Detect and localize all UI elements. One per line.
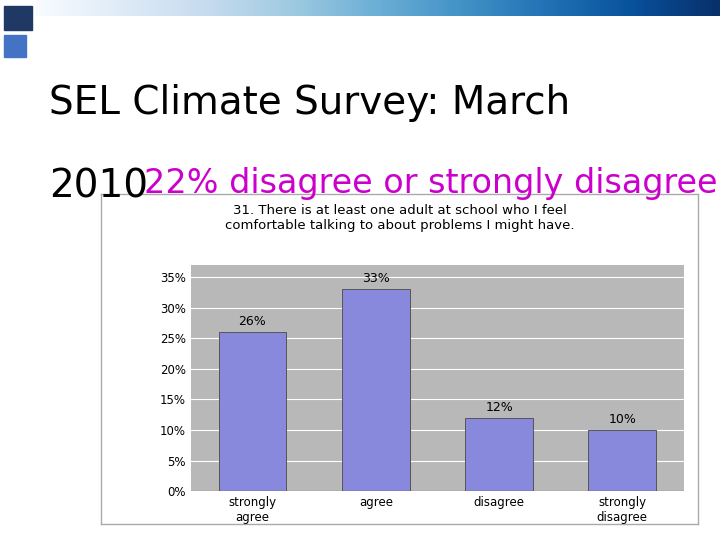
Bar: [4, 35, 26, 57]
Text: 10%: 10%: [608, 414, 636, 427]
Text: 22% disagree or strongly disagree: 22% disagree or strongly disagree: [144, 167, 718, 200]
Text: 31. There is at least one adult at school who I feel
comfortable talking to abou: 31. There is at least one adult at schoo…: [225, 204, 575, 232]
Bar: [342, 289, 410, 491]
Text: SEL Climate Survey: March: SEL Climate Survey: March: [49, 84, 570, 122]
Text: 12%: 12%: [485, 401, 513, 414]
Bar: [4, 6, 32, 30]
Bar: [219, 332, 287, 491]
Text: 26%: 26%: [238, 315, 266, 328]
Text: 2010: 2010: [49, 167, 148, 205]
Text: 33%: 33%: [362, 273, 390, 286]
Bar: [588, 430, 656, 491]
Bar: [465, 418, 533, 491]
